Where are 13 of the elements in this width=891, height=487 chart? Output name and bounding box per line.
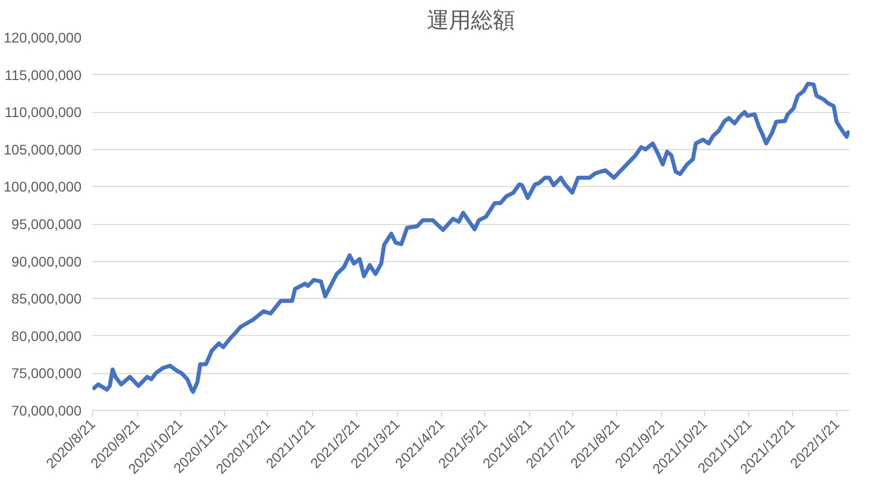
line-series [92, 82, 850, 394]
y-tick-label: 100,000,000 [4, 178, 82, 195]
y-tick-label: 110,000,000 [4, 104, 82, 120]
y-tick-label: 85,000,000 [11, 290, 82, 307]
y-tick-label: 95,000,000 [11, 216, 82, 232]
y-tick-label: 80,000,000 [11, 328, 82, 344]
y-tick-label: 90,000,000 [11, 253, 82, 270]
y-tick-label: 75,000,000 [11, 365, 82, 382]
y-tick-label: 105,000,000 [4, 141, 82, 158]
chart-title: 運用総額 [427, 8, 515, 32]
y-tick-label: 120,000,000 [4, 30, 82, 46]
y-tick-label: 70,000,000 [11, 402, 82, 418]
y-tick-label: 115,000,000 [4, 66, 82, 83]
